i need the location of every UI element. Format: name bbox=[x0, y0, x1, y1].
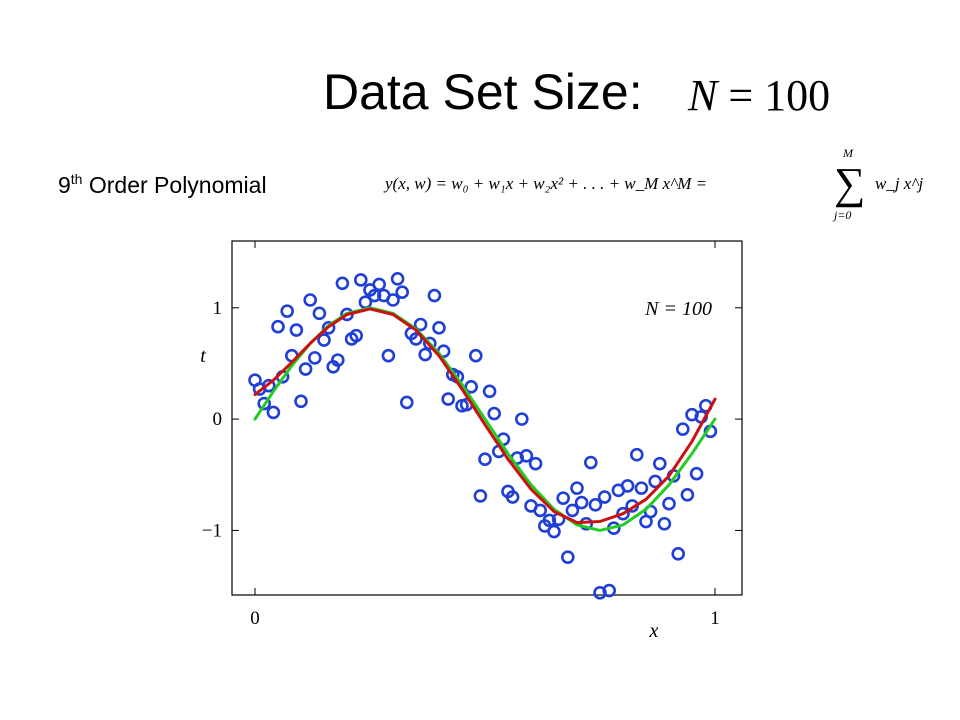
data-point bbox=[657, 516, 672, 531]
polynomial-formula: y(x, w) = w₀ + w₁x + w₂x² + . . . + w_M … bbox=[385, 146, 930, 228]
subtitle: 9th Order Polynomial bbox=[58, 170, 267, 200]
subtitle-text: Order Polynomial bbox=[82, 172, 267, 198]
data-point bbox=[464, 380, 479, 394]
slide-title: Data Set Size: bbox=[323, 64, 643, 120]
formula-sum-upper: M bbox=[843, 146, 853, 160]
title-eq-variable: N bbox=[688, 71, 718, 120]
data-point bbox=[662, 496, 676, 511]
y-axis-label: t bbox=[200, 345, 206, 367]
data-point bbox=[354, 273, 368, 287]
data-point bbox=[331, 353, 345, 367]
data-point bbox=[349, 328, 363, 343]
data-point bbox=[547, 524, 561, 539]
data-point bbox=[409, 332, 423, 346]
y-tick-label: 0 bbox=[213, 409, 223, 430]
fitted-polynomial-curve bbox=[253, 307, 717, 525]
data-point bbox=[505, 490, 520, 504]
data-point bbox=[266, 405, 281, 420]
plot-annotation: N = 100 bbox=[644, 298, 712, 320]
data-point bbox=[620, 479, 635, 493]
data-point bbox=[583, 455, 598, 470]
subtitle-superscript: th bbox=[70, 171, 83, 187]
plot-frame bbox=[231, 240, 743, 596]
x-tick-label: 1 bbox=[710, 608, 720, 629]
data-point bbox=[514, 412, 529, 426]
data-point bbox=[468, 348, 483, 363]
y-tick-label: −1 bbox=[202, 520, 222, 541]
formula-sum-lower: j=0 bbox=[834, 208, 852, 222]
data-point bbox=[570, 481, 584, 495]
data-point bbox=[634, 481, 649, 495]
data-point bbox=[519, 449, 534, 463]
data-point bbox=[390, 272, 405, 286]
data-point bbox=[432, 321, 446, 335]
title-equation: N = 100 bbox=[688, 70, 830, 122]
data-point bbox=[381, 348, 396, 363]
data-point bbox=[574, 495, 589, 510]
subtitle-order: 9 bbox=[58, 172, 71, 198]
data-point bbox=[335, 276, 350, 291]
data-point bbox=[675, 422, 690, 436]
data-point bbox=[308, 351, 322, 365]
data-point bbox=[367, 288, 382, 303]
data-point bbox=[372, 277, 386, 292]
data-point bbox=[689, 466, 704, 481]
x-tick-label: 0 bbox=[250, 608, 260, 629]
data-point bbox=[280, 304, 294, 318]
x-axis-label: x bbox=[649, 620, 659, 642]
data-point bbox=[473, 489, 488, 503]
data-point bbox=[588, 498, 603, 512]
data-point bbox=[556, 491, 571, 505]
data-point bbox=[648, 474, 663, 489]
data-point bbox=[395, 285, 409, 300]
data-point bbox=[482, 384, 497, 399]
data-point bbox=[271, 319, 285, 334]
data-point bbox=[423, 336, 437, 351]
formula-lhs: y(x, w) = w₀ + w₁x + w₂x² + . . . + w_M … bbox=[385, 174, 708, 193]
data-point bbox=[542, 513, 557, 528]
data-point bbox=[294, 394, 308, 409]
data-point bbox=[652, 456, 667, 471]
data-point bbox=[413, 317, 428, 332]
y-tick-label: 1 bbox=[213, 298, 223, 319]
data-point bbox=[533, 503, 548, 518]
data-point bbox=[602, 583, 617, 598]
data-point bbox=[262, 378, 276, 393]
data-point bbox=[629, 447, 644, 462]
data-point bbox=[418, 347, 432, 362]
formula-sigma: ∑ bbox=[834, 159, 866, 208]
data-point bbox=[441, 392, 456, 406]
data-point bbox=[427, 288, 442, 303]
data-point bbox=[303, 293, 317, 307]
title-eq-value: = 100 bbox=[728, 71, 831, 120]
data-point bbox=[321, 321, 336, 335]
data-point bbox=[487, 406, 502, 421]
scatter-plot: 1 0 −1 0 1 N = 100 x t bbox=[200, 240, 743, 642]
formula-rhs: w_j x^j bbox=[875, 174, 924, 193]
data-point bbox=[289, 323, 304, 337]
data-point bbox=[671, 547, 686, 561]
data-point bbox=[680, 488, 695, 502]
data-point bbox=[312, 306, 327, 321]
data-point bbox=[528, 456, 543, 471]
data-point bbox=[616, 506, 630, 521]
data-point bbox=[386, 293, 400, 307]
data-point bbox=[257, 396, 271, 411]
data-point bbox=[560, 550, 575, 564]
data-point bbox=[478, 452, 492, 466]
plot-marks: 1 0 −1 0 1 bbox=[202, 241, 742, 629]
data-point bbox=[298, 362, 313, 376]
data-point bbox=[597, 490, 612, 504]
data-point bbox=[317, 333, 331, 347]
data-point bbox=[400, 395, 414, 410]
data-point bbox=[565, 503, 580, 518]
